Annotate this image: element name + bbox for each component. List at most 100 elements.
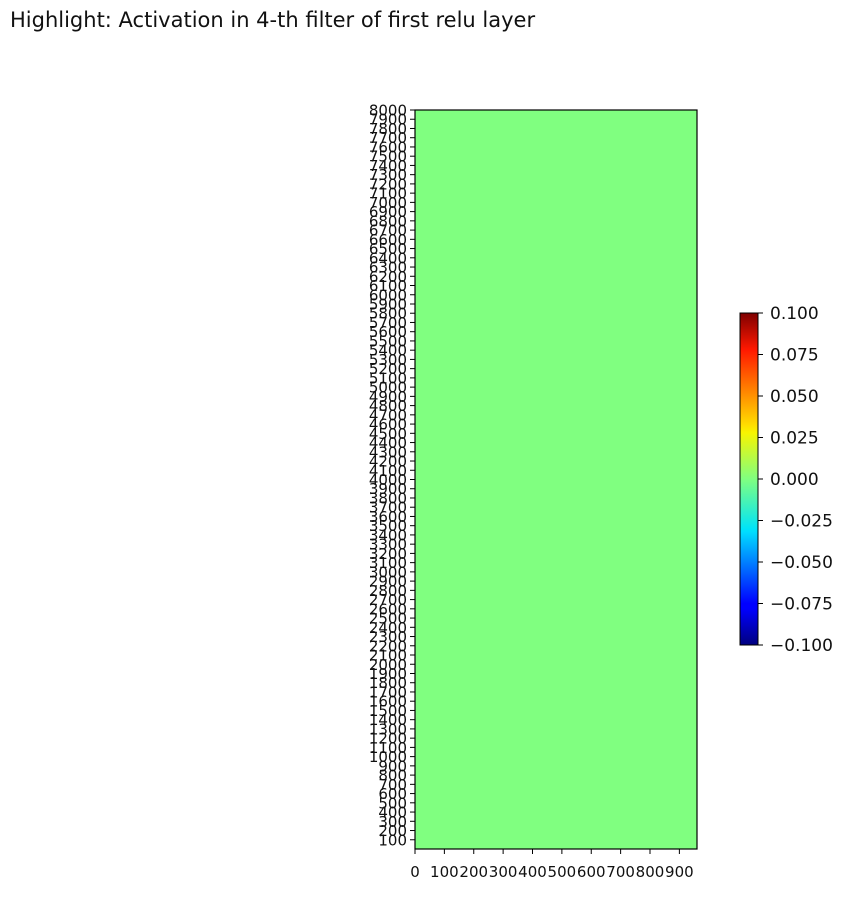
- y-tick-label-5100: 5100: [369, 369, 407, 387]
- y-tick-label-7600: 7600: [369, 138, 407, 156]
- y-tick-label-6400: 6400: [369, 249, 407, 267]
- y-tick-label-1200: 1200: [369, 730, 407, 748]
- y-tick-label-200: 200: [378, 822, 407, 840]
- y-tick-label-1300: 1300: [369, 720, 407, 738]
- x-tick-label-200: 200: [459, 863, 488, 881]
- y-tick-label-5200: 5200: [369, 360, 407, 378]
- y-tick-label-5600: 5600: [369, 323, 407, 341]
- y-tick-label-7400: 7400: [369, 157, 407, 175]
- y-tick-label-6300: 6300: [369, 259, 407, 277]
- x-tick-label-400: 400: [518, 863, 547, 881]
- y-tick-label-4000: 4000: [369, 471, 407, 489]
- y-tick-label-5400: 5400: [369, 342, 407, 360]
- heatmap-cell: [415, 110, 697, 849]
- y-tick-label-7100: 7100: [369, 185, 407, 203]
- y-tick-label-4800: 4800: [369, 397, 407, 415]
- y-tick-label-400: 400: [378, 804, 407, 822]
- y-tick-label-7700: 7700: [369, 129, 407, 147]
- y-tick-label-5300: 5300: [369, 351, 407, 369]
- colorbar-tick-label-8: −0.100: [770, 636, 833, 656]
- y-tick-label-2900: 2900: [369, 573, 407, 591]
- y-tick-label-2000: 2000: [369, 656, 407, 674]
- y-tick-label-800: 800: [378, 767, 407, 785]
- y-tick-label-500: 500: [378, 794, 407, 812]
- y-tick-label-1800: 1800: [369, 674, 407, 692]
- colorbar-tick-label-1: 0.075: [770, 346, 819, 366]
- y-tick-label-7000: 7000: [369, 194, 407, 212]
- y-tick-label-1600: 1600: [369, 693, 407, 711]
- x-tick-label-300: 300: [489, 863, 518, 881]
- y-tick-label-300: 300: [378, 813, 407, 831]
- y-tick-label-100: 100: [378, 831, 407, 849]
- colorbar-tick-label-7: −0.075: [770, 595, 833, 615]
- y-tick-label-1900: 1900: [369, 665, 407, 683]
- y-tick-label-2700: 2700: [369, 591, 407, 609]
- y-tick-label-4600: 4600: [369, 416, 407, 434]
- y-tick-label-6600: 6600: [369, 231, 407, 249]
- y-tick-label-4100: 4100: [369, 462, 407, 480]
- x-tick-label-700: 700: [606, 863, 635, 881]
- y-tick-label-6000: 6000: [369, 286, 407, 304]
- y-tick-label-3400: 3400: [369, 526, 407, 544]
- y-tick-label-700: 700: [378, 776, 407, 794]
- y-tick-label-1500: 1500: [369, 702, 407, 720]
- y-tick-label-3800: 3800: [369, 489, 407, 507]
- colorbar-tick-label-5: −0.025: [770, 512, 833, 532]
- y-tick-label-2400: 2400: [369, 619, 407, 637]
- y-tick-label-3100: 3100: [369, 554, 407, 572]
- y-tick-label-6900: 6900: [369, 203, 407, 221]
- y-tick-label-4500: 4500: [369, 425, 407, 443]
- y-tick-label-3300: 3300: [369, 536, 407, 554]
- y-tick-label-6200: 6200: [369, 268, 407, 286]
- y-tick-label-5800: 5800: [369, 305, 407, 323]
- y-tick-label-4400: 4400: [369, 434, 407, 452]
- y-tick-label-1700: 1700: [369, 683, 407, 701]
- y-tick-label-3200: 3200: [369, 545, 407, 563]
- y-tick-label-6100: 6100: [369, 277, 407, 295]
- y-tick-label-1000: 1000: [369, 748, 407, 766]
- y-tick-label-7800: 7800: [369, 120, 407, 138]
- y-tick-label-900: 900: [378, 757, 407, 775]
- x-tick-label-100: 100: [430, 863, 459, 881]
- y-tick-label-4200: 4200: [369, 453, 407, 471]
- colorbar-tick-label-2: 0.050: [770, 387, 819, 407]
- y-tick-label-5700: 5700: [369, 314, 407, 332]
- chart-title: Highlight: Activation in 4-th filter of …: [10, 8, 536, 32]
- y-tick-label-5500: 5500: [369, 332, 407, 350]
- y-tick-label-4700: 4700: [369, 406, 407, 424]
- y-tick-label-6500: 6500: [369, 240, 407, 258]
- y-tick-label-5900: 5900: [369, 295, 407, 313]
- y-tick-label-8000: 8000: [369, 102, 407, 120]
- colorbar-tick-label-3: 0.025: [770, 429, 819, 449]
- y-tick-label-2800: 2800: [369, 582, 407, 600]
- y-tick-label-600: 600: [378, 785, 407, 803]
- y-tick-label-4900: 4900: [369, 388, 407, 406]
- x-tick-label-0: 0: [410, 863, 420, 881]
- y-tick-label-1100: 1100: [369, 739, 407, 757]
- y-tick-label-3600: 3600: [369, 508, 407, 526]
- y-tick-label-3500: 3500: [369, 517, 407, 535]
- x-tick-label-900: 900: [665, 863, 694, 881]
- y-tick-label-2600: 2600: [369, 600, 407, 618]
- y-tick-label-2500: 2500: [369, 610, 407, 628]
- y-tick-label-6700: 6700: [369, 222, 407, 240]
- y-tick-label-7300: 7300: [369, 166, 407, 184]
- y-tick-label-7500: 7500: [369, 148, 407, 166]
- x-tick-label-800: 800: [636, 863, 665, 881]
- y-tick-label-1400: 1400: [369, 711, 407, 729]
- colorbar-tick-label-4: 0.000: [770, 470, 819, 490]
- y-tick-label-2200: 2200: [369, 637, 407, 655]
- y-tick-label-2100: 2100: [369, 647, 407, 665]
- colorbar-tick-label-0: 0.100: [770, 304, 819, 324]
- y-tick-label-2300: 2300: [369, 628, 407, 646]
- colorbar-gradient: [740, 313, 758, 645]
- y-tick-label-7200: 7200: [369, 175, 407, 193]
- y-tick-label-5000: 5000: [369, 379, 407, 397]
- y-tick-label-4300: 4300: [369, 443, 407, 461]
- y-tick-label-3700: 3700: [369, 499, 407, 517]
- x-tick-label-500: 500: [548, 863, 577, 881]
- y-tick-label-3000: 3000: [369, 563, 407, 581]
- colorbar-tick-label-6: −0.050: [770, 553, 833, 573]
- y-tick-label-3900: 3900: [369, 480, 407, 498]
